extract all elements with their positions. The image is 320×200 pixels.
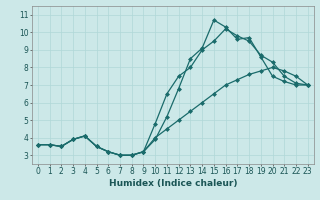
- X-axis label: Humidex (Indice chaleur): Humidex (Indice chaleur): [108, 179, 237, 188]
